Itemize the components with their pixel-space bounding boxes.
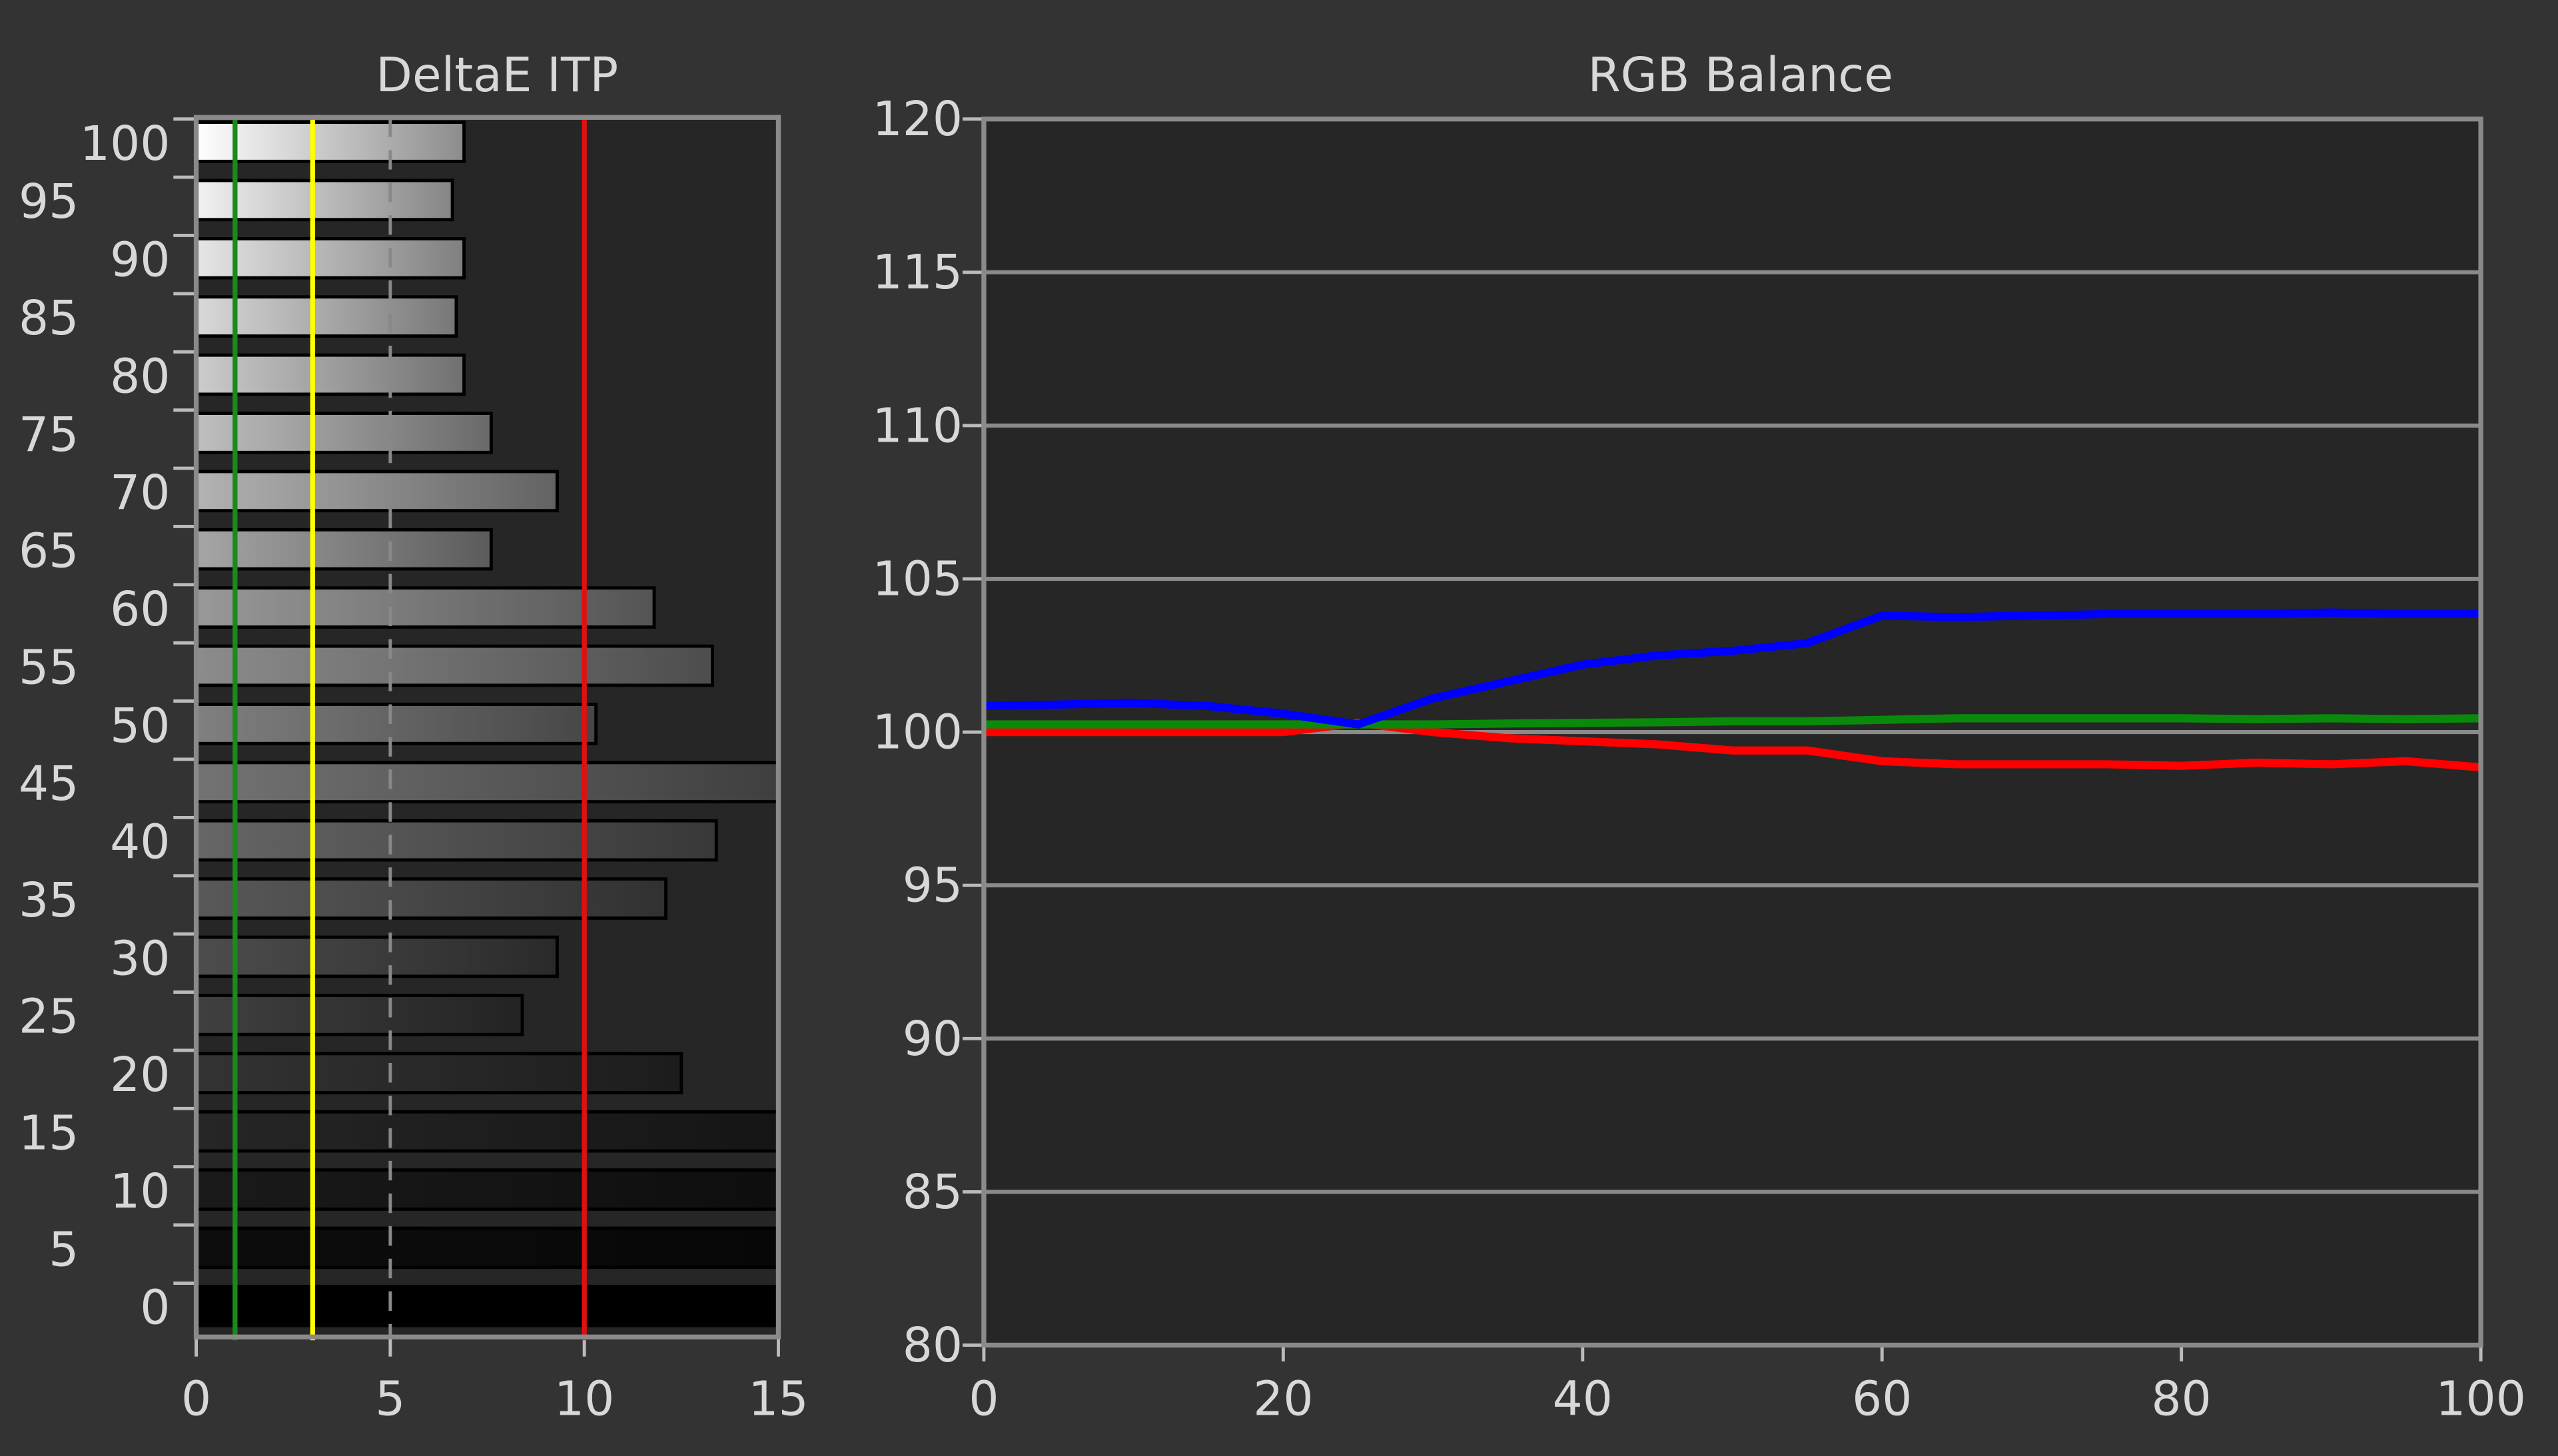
y-tick-label: 35 bbox=[19, 873, 79, 928]
y-tick-label: 90 bbox=[110, 232, 170, 288]
chart-title: RGB Balance bbox=[1587, 47, 1893, 103]
bar bbox=[195, 935, 559, 978]
chart-title: DeltaE ITP bbox=[376, 47, 618, 103]
series-line bbox=[983, 714, 2481, 729]
x-tick-label: 0 bbox=[969, 1371, 999, 1427]
x-tick-label: 20 bbox=[1253, 1371, 1313, 1427]
bar bbox=[195, 470, 559, 513]
x-tick-label: 5 bbox=[375, 1371, 405, 1427]
bar bbox=[195, 994, 524, 1036]
y-tick-label: 90 bbox=[903, 1011, 963, 1066]
x-tick-label: 0 bbox=[181, 1371, 211, 1427]
x-tick-label: 15 bbox=[748, 1371, 808, 1427]
x-tick-label: 40 bbox=[1553, 1371, 1613, 1427]
bar bbox=[195, 1168, 780, 1211]
bar bbox=[195, 819, 718, 862]
bar bbox=[195, 703, 598, 745]
y-tick-label: 20 bbox=[110, 1047, 170, 1102]
bar bbox=[195, 121, 466, 163]
y-tick-label: 110 bbox=[873, 398, 963, 453]
series-line bbox=[983, 719, 2481, 772]
bar bbox=[195, 877, 667, 920]
x-tick-label: 100 bbox=[2435, 1371, 2525, 1427]
y-tick-label: 105 bbox=[873, 551, 963, 606]
y-tick-label: 75 bbox=[19, 407, 79, 462]
y-tick-label: 55 bbox=[19, 639, 79, 695]
y-tick-label: 85 bbox=[19, 290, 79, 346]
y-tick-label: 65 bbox=[19, 524, 79, 579]
bar bbox=[195, 1052, 683, 1095]
bar bbox=[195, 1284, 780, 1327]
bar bbox=[195, 179, 454, 222]
y-tick-label: 100 bbox=[873, 705, 963, 760]
y-tick-label: 80 bbox=[110, 348, 170, 404]
x-tick-label: 10 bbox=[554, 1371, 614, 1427]
y-tick-label: 45 bbox=[19, 756, 79, 811]
y-tick-label: 85 bbox=[903, 1164, 963, 1220]
bar bbox=[195, 644, 714, 687]
y-tick-label: 25 bbox=[19, 989, 79, 1044]
y-tick-label: 30 bbox=[110, 930, 170, 986]
bar bbox=[195, 761, 780, 804]
y-tick-label: 15 bbox=[19, 1105, 79, 1160]
y-tick-label: 0 bbox=[140, 1280, 170, 1335]
y-tick-label: 95 bbox=[903, 858, 963, 913]
y-tick-label: 80 bbox=[903, 1317, 963, 1373]
y-tick-label: 115 bbox=[873, 244, 963, 300]
y-tick-label: 5 bbox=[49, 1222, 79, 1277]
y-tick-label: 70 bbox=[110, 465, 170, 520]
series-line bbox=[983, 608, 2481, 729]
bar bbox=[195, 1226, 780, 1270]
y-tick-label: 95 bbox=[19, 174, 79, 229]
x-tick-label: 60 bbox=[1852, 1371, 1912, 1427]
plot-frame bbox=[193, 115, 781, 1339]
y-tick-label: 120 bbox=[873, 91, 963, 147]
bar bbox=[195, 353, 466, 396]
y-tick-label: 40 bbox=[110, 815, 170, 870]
y-tick-label: 10 bbox=[110, 1164, 170, 1219]
x-tick-label: 80 bbox=[2152, 1371, 2212, 1427]
bar bbox=[195, 236, 466, 280]
bar bbox=[195, 586, 656, 629]
bar bbox=[195, 1110, 780, 1153]
bar bbox=[195, 528, 493, 571]
y-tick-label: 50 bbox=[110, 698, 170, 753]
y-tick-label: 60 bbox=[110, 581, 170, 637]
bar bbox=[195, 412, 493, 454]
plot-frame bbox=[981, 117, 2483, 1348]
y-tick-label: 100 bbox=[80, 116, 170, 171]
